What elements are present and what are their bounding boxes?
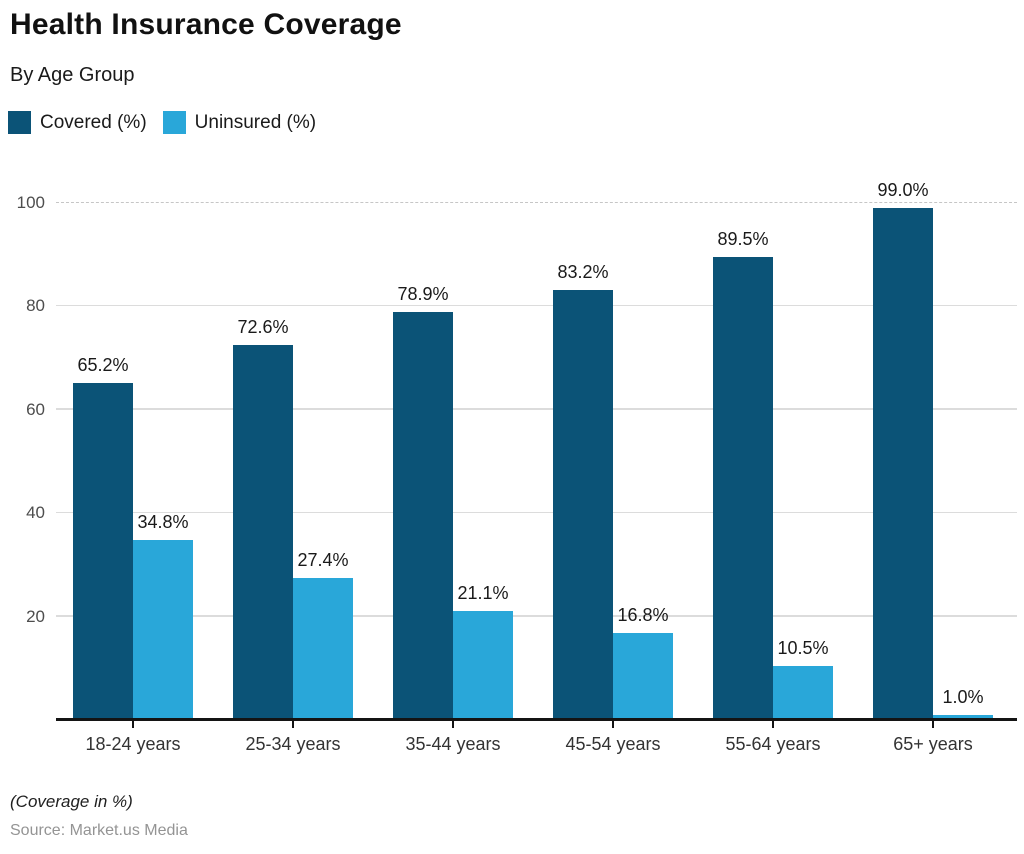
bar-uninsured [773,665,833,720]
gridline-20 [56,615,1017,617]
x-axis-label: 25-34 years [245,734,341,754]
y-axis-label: 40 [26,503,45,523]
value-label: 83.2% [557,261,609,282]
bar-uninsured [133,540,193,720]
value-label: 21.1% [457,582,509,603]
bar-uninsured [613,633,673,720]
legend-item: Covered (%) [8,111,147,134]
bar-uninsured [933,714,993,720]
legend-item: Uninsured (%) [162,111,317,134]
gridline-100 [56,202,1017,203]
bar-covered [73,382,133,720]
axis-tick [452,720,454,728]
gridline-80 [56,304,1017,307]
x-axis-label: 65+ years [893,734,973,754]
value-label: 27.4% [297,550,349,571]
gridline-60 [56,408,1017,410]
bar-covered [873,208,933,720]
bar-covered [553,289,613,720]
x-axis-label: 35-44 years [405,734,501,754]
value-label: 89.5% [717,229,769,250]
legend-swatch-covered [8,111,31,134]
value-label: 1.0% [942,686,984,707]
source-credit: Source: Market.us Media [10,822,188,839]
bar-covered [713,257,773,720]
bar-uninsured [453,610,513,720]
legend: Covered (%) Uninsured (%) [8,111,316,134]
legend-label: Covered (%) [40,111,147,133]
bar-covered [233,344,293,720]
footnote: (Coverage in %) [10,792,133,811]
chart-subtitle: By Age Group [10,64,135,86]
chart-title: Health Insurance Coverage [10,8,402,41]
x-axis-line [56,718,1017,721]
legend-swatch-uninsured [162,111,186,134]
x-axis-label: 45-54 years [565,734,661,754]
y-axis-label: 100 [16,193,45,212]
value-label: 65.2% [77,354,129,375]
value-label: 99.0% [877,180,929,201]
bar-covered [393,312,453,720]
axis-tick [612,720,614,728]
y-axis-label: 80 [26,296,45,316]
axis-tick [772,720,774,728]
x-axis-label: 18-24 years [85,734,181,754]
x-axis-label: 55-64 years [725,734,821,754]
bar-uninsured [293,578,353,720]
axis-tick [132,720,134,728]
value-label: 72.6% [237,316,289,337]
legend-label: Uninsured (%) [194,111,317,133]
y-axis-label: 20 [26,606,45,626]
axis-tick [292,720,294,728]
y-axis-label: 60 [26,399,45,419]
value-label: 16.8% [617,605,669,626]
value-label: 78.9% [397,284,449,305]
gridline-40 [56,511,1017,514]
plot-area: 65.2% 34.8% 72.6% 27.4% 78.9% 21.1% 83.2% 16.8%… [56,180,1017,720]
value-label: 34.8% [137,512,189,533]
value-label: 10.5% [777,637,829,658]
axis-tick [932,720,934,728]
